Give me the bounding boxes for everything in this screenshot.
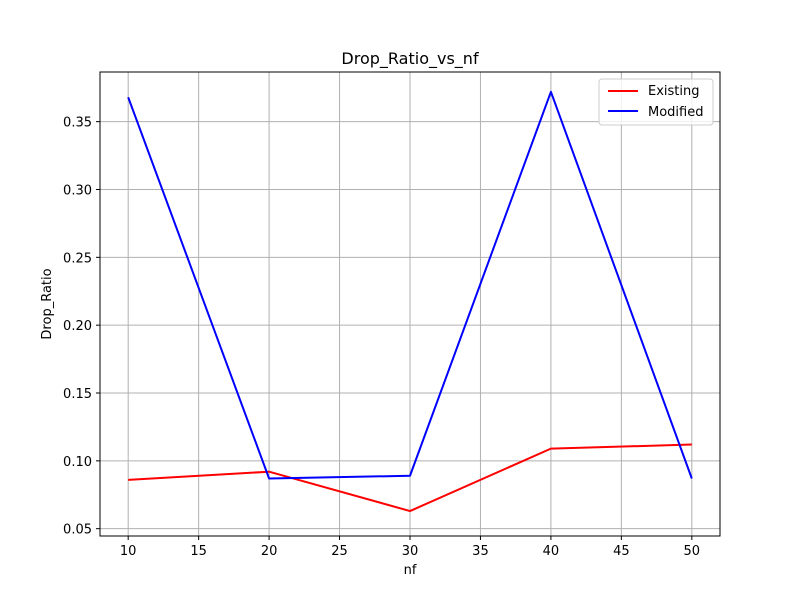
x-tick-label: 25 [331, 544, 348, 559]
legend: Existing Modified [598, 78, 714, 126]
y-tick-label: 0.05 [63, 523, 92, 538]
y-tick-label: 0.35 [63, 116, 92, 131]
y-tick-label: 0.15 [63, 387, 92, 402]
x-axis-label: nf [404, 563, 417, 578]
series-line-existing [128, 443, 692, 513]
x-tick-label: 50 [684, 544, 701, 559]
y-tick-label: 0.20 [63, 319, 92, 334]
legend-label-modified: Modified [648, 105, 703, 120]
y-axis-label: Drop_Ratio [40, 268, 55, 339]
chart-title: Drop_Ratio_vs_nf [341, 49, 479, 69]
y-tick-label: 0.25 [63, 251, 92, 266]
series-line-modified [127, 90, 693, 480]
x-tick-label: 15 [190, 544, 207, 559]
y-tick-label: 0.30 [63, 183, 92, 198]
x-tick-label: 20 [261, 544, 278, 559]
x-tick-label: 45 [613, 544, 630, 559]
grid-lines [100, 72, 720, 536]
x-tick-label: 30 [402, 544, 419, 559]
y-tick-label: 0.10 [63, 455, 92, 470]
x-tick-label: 35 [472, 544, 489, 559]
x-tick-label: 40 [543, 544, 560, 559]
legend-label-existing: Existing [648, 84, 700, 99]
axis-ticks: 10 15 20 25 30 35 40 45 50 0.05 0.10 0.15 0.20 0.25 0.… [63, 116, 700, 559]
x-tick-label: 10 [120, 544, 137, 559]
series-lines [127, 90, 693, 513]
